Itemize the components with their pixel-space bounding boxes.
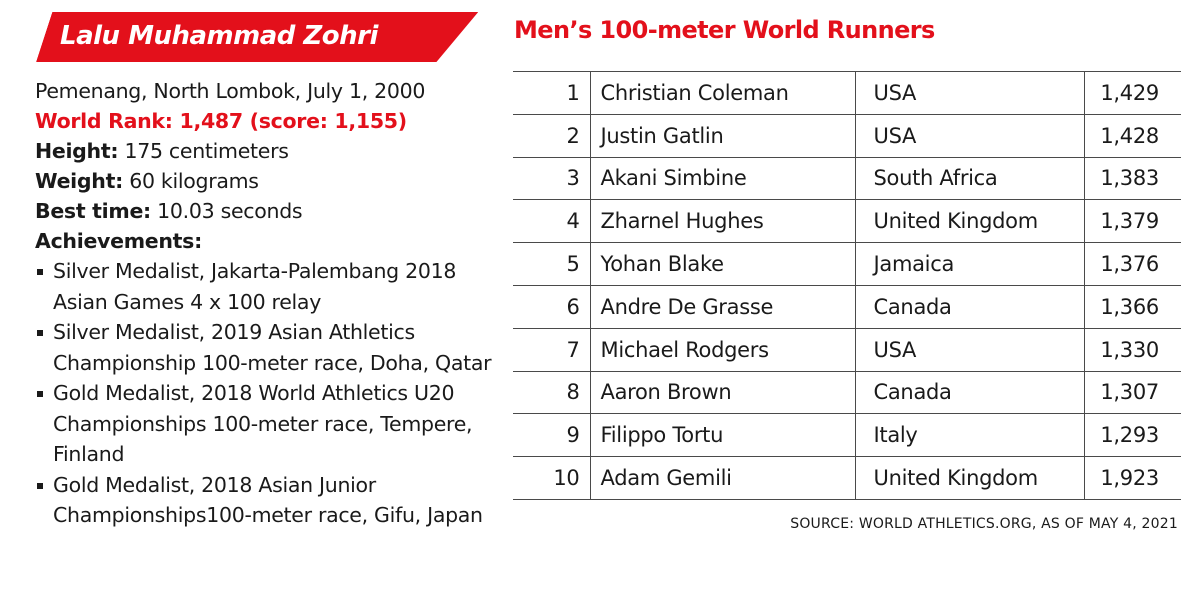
country-cell: South Africa (855, 157, 1085, 201)
weight-row: Weight: 60 kilograms (35, 166, 495, 196)
achievements-heading: Achievements: (35, 229, 202, 253)
runner-name-cell: Zharnel Hughes (590, 199, 856, 244)
birth-info: Pemenang, North Lombok, July 1, 2000 (35, 79, 426, 103)
runner-name-cell: Justin Gatlin (590, 114, 856, 158)
country-cell: Italy (855, 413, 1085, 458)
athlete-name: Lalu Muhammad Zohri (60, 21, 378, 51)
table-row: 8 Aaron Brown Canada 1,307 (513, 371, 1181, 415)
country-cell: Jamaica (855, 242, 1085, 286)
ranking-table: 1 Christian Coleman USA 1,429 2 Justin G… (513, 71, 1181, 500)
bullet-icon (37, 269, 43, 275)
score-cell: 1,330 (1084, 328, 1181, 372)
rank-cell: 8 (513, 371, 591, 415)
source-note: SOURCE: WORLD ATHLETICS.ORG, AS OF MAY 4… (790, 516, 1178, 532)
score-cell: 1,293 (1084, 413, 1181, 458)
runner-name-cell: Yohan Blake (590, 242, 856, 286)
rank-cell: 7 (513, 328, 591, 372)
table-row: 2 Justin Gatlin USA 1,428 (513, 114, 1181, 158)
score-cell: 1,429 (1084, 71, 1181, 115)
list-item: Silver Medalist, Jakarta-Palembang 2018 … (35, 256, 495, 317)
achievement-text: Silver Medalist, Jakarta-Palembang 2018 … (53, 259, 457, 314)
table-row: 5 Yohan Blake Jamaica 1,376 (513, 242, 1181, 286)
score-cell: 1,379 (1084, 199, 1181, 244)
world-rank: World Rank: 1,487 (score: 1,155) (35, 109, 407, 133)
runner-name-cell: Aaron Brown (590, 371, 856, 415)
rank-cell: 6 (513, 285, 591, 329)
achievement-text: Silver Medalist, 2019 Asian Athletics Ch… (53, 320, 492, 375)
country-cell: Canada (855, 371, 1085, 415)
rank-cell: 9 (513, 413, 591, 458)
score-cell: 1,376 (1084, 242, 1181, 286)
height-row: Height: 175 centimeters (35, 136, 495, 166)
runner-name-cell: Andre De Grasse (590, 285, 856, 329)
bullet-icon (37, 482, 43, 489)
runner-name-cell: Michael Rodgers (590, 328, 856, 372)
list-item: Gold Medalist, 2018 Asian Junior Champio… (35, 470, 495, 531)
table-row: 7 Michael Rodgers USA 1,330 (513, 328, 1181, 372)
table-row: 9 Filippo Tortu Italy 1,293 (513, 413, 1181, 458)
country-cell: Canada (855, 285, 1085, 329)
ranking-title: Men’s 100-meter World Runners (514, 16, 935, 44)
table-row: 4 Zharnel Hughes United Kingdom 1,379 (513, 199, 1181, 244)
athlete-profile: Pemenang, North Lombok, July 1, 2000 Wor… (35, 76, 495, 531)
rank-cell: 3 (513, 157, 591, 201)
country-cell: USA (855, 71, 1085, 115)
score-cell: 1,923 (1084, 456, 1181, 500)
height-label: Height: (35, 139, 119, 163)
rank-cell: 5 (513, 242, 591, 286)
achievement-text: Gold Medalist, 2018 Asian Junior Champio… (53, 472, 483, 528)
height-value: 175 centimeters (118, 139, 289, 163)
score-cell: 1,366 (1084, 285, 1181, 329)
best-time-label: Best time: (35, 199, 151, 223)
rank-cell: 10 (513, 456, 591, 500)
runner-name-cell: Christian Coleman (590, 71, 856, 115)
best-time-row: Best time: 10.03 seconds (35, 196, 495, 226)
bullet-icon (37, 391, 43, 397)
table-row: 1 Christian Coleman USA 1,429 (513, 71, 1181, 115)
country-cell: USA (855, 114, 1085, 158)
table-row: 6 Andre De Grasse Canada 1,366 (513, 285, 1181, 329)
table-row: 3 Akani Simbine South Africa 1,383 (513, 157, 1181, 201)
rank-cell: 4 (513, 199, 591, 244)
score-cell: 1,307 (1084, 371, 1181, 415)
score-cell: 1,428 (1084, 114, 1181, 158)
rank-cell: 2 (513, 114, 591, 158)
country-cell: United Kingdom (855, 199, 1085, 244)
country-cell: United Kingdom (855, 456, 1085, 500)
weight-label: Weight: (35, 169, 123, 193)
rank-cell: 1 (513, 71, 591, 115)
achievement-text: Gold Medalist, 2018 World Athletics U20 … (53, 381, 473, 466)
bullet-icon (37, 330, 43, 336)
list-item: Gold Medalist, 2018 World Athletics U20 … (35, 378, 495, 470)
runner-name-cell: Akani Simbine (590, 157, 856, 201)
best-time-value: 10.03 seconds (150, 199, 303, 223)
list-item: Silver Medalist, 2019 Asian Athletics Ch… (35, 317, 495, 378)
country-cell: USA (855, 328, 1085, 372)
weight-value: 60 kilograms (122, 169, 259, 193)
achievements-list: Silver Medalist, Jakarta-Palembang 2018 … (35, 256, 495, 531)
runner-name-cell: Adam Gemili (590, 456, 856, 500)
score-cell: 1,383 (1084, 157, 1181, 201)
runner-name-cell: Filippo Tortu (590, 413, 856, 458)
table-row: 10 Adam Gemili United Kingdom 1,923 (513, 456, 1181, 500)
